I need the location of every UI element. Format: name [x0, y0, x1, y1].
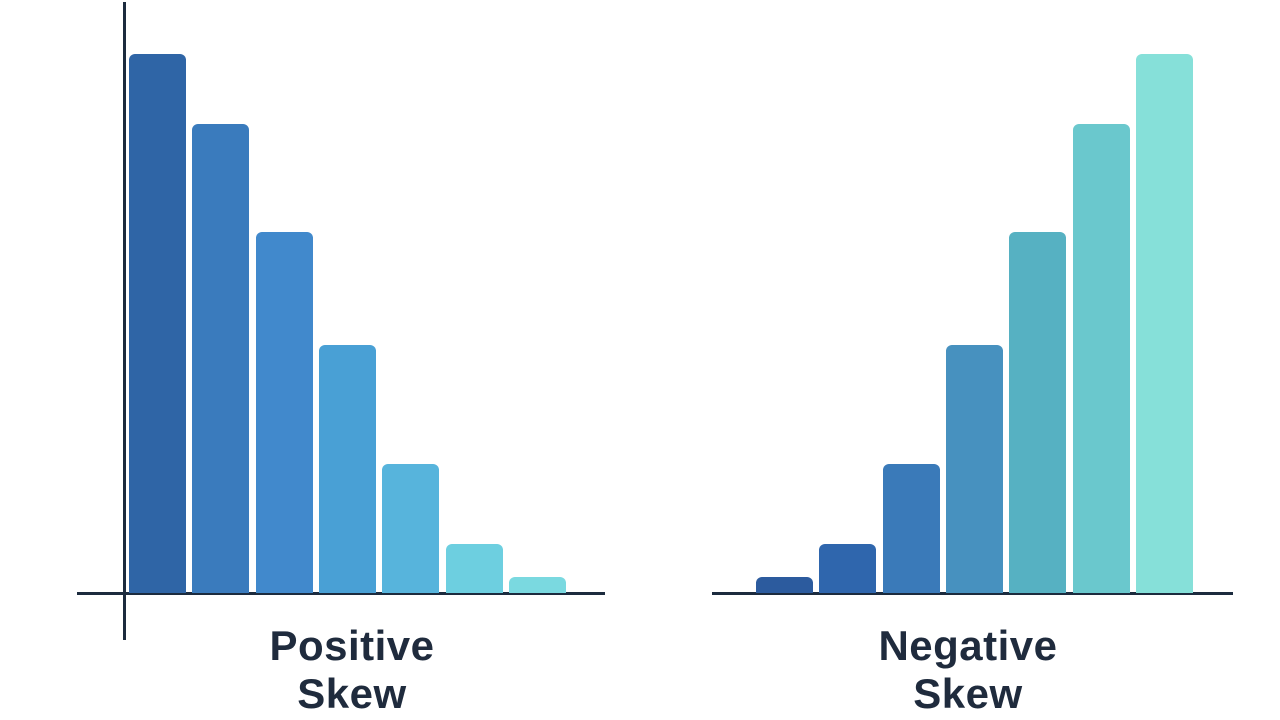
bar — [255, 232, 313, 593]
x-axis — [712, 592, 1233, 595]
bar — [445, 544, 503, 593]
bar — [192, 124, 250, 593]
bar — [508, 577, 566, 593]
bar — [882, 464, 940, 593]
bar — [1135, 54, 1193, 593]
title-line-2: Skew — [913, 670, 1023, 717]
positive-skew-chart: Positive Skew — [77, 2, 605, 718]
bar — [756, 577, 813, 593]
chart-title: Positive Skew — [222, 622, 482, 718]
bar — [129, 54, 186, 593]
bar — [819, 544, 877, 593]
x-axis — [77, 592, 605, 595]
title-line-1: Negative — [878, 622, 1058, 669]
bar — [1072, 124, 1130, 593]
bar — [382, 464, 440, 593]
bar — [1009, 232, 1067, 593]
title-line-2: Skew — [297, 670, 407, 717]
title-line-1: Positive — [269, 622, 435, 669]
bar — [945, 345, 1003, 593]
y-axis — [123, 2, 126, 640]
bar — [318, 345, 376, 593]
chart-title: Negative Skew — [838, 622, 1098, 718]
